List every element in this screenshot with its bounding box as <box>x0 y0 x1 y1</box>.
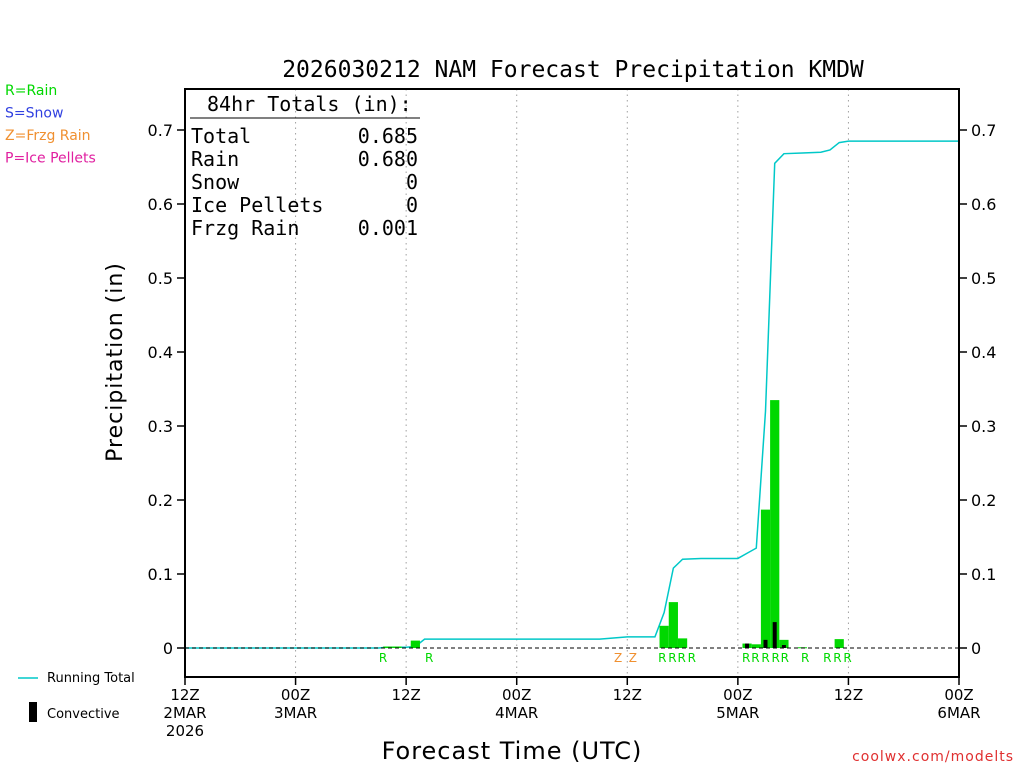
convective-legend-swatch <box>29 702 37 722</box>
x-tick-label: 12Z <box>391 686 420 704</box>
y-tick-label-right: 0.4 <box>971 343 996 362</box>
precip-bar <box>659 625 669 648</box>
ptype-legend-item: S=Snow <box>5 106 63 122</box>
ptype-marker: R <box>668 651 676 665</box>
precip-bar <box>751 644 761 648</box>
x-tick-label: 00Z <box>502 686 531 704</box>
precip-bar <box>410 640 420 648</box>
ptype-marker: Z <box>614 651 622 665</box>
ptype-marker: R <box>688 651 696 665</box>
totals-row-value: 0.685 <box>358 124 418 148</box>
ptype-marker: R <box>801 651 809 665</box>
totals-row-label: Total <box>191 124 251 148</box>
totals-row-label: Ice Pellets <box>191 193 323 217</box>
x-tick-label: 3MAR <box>274 704 317 722</box>
y-tick-label-left: 0.7 <box>148 121 173 140</box>
totals-row-value: 0 <box>406 193 418 217</box>
running-total-line <box>185 140 959 649</box>
precip-bar <box>677 638 688 648</box>
y-tick-label-right: 0.2 <box>971 491 996 510</box>
ptype-marker: R <box>677 651 685 665</box>
y-tick-label-right: 0.6 <box>971 195 996 214</box>
ptype-marker: R <box>823 651 831 665</box>
x-tick-label: 2MAR <box>163 704 206 722</box>
running-total-polyline <box>185 140 959 649</box>
ptype-marker: R <box>425 651 433 665</box>
precip-bar <box>392 646 402 648</box>
y-tick-label-left: 0 <box>163 639 173 658</box>
precip-bars <box>383 400 844 649</box>
x-tick-label: 5MAR <box>716 704 759 722</box>
y-tick-label-left: 0.4 <box>148 343 173 362</box>
chart-title: 2026030212 NAM Forecast Precipitation KM… <box>282 57 864 83</box>
totals-row-label: Rain <box>191 147 239 171</box>
totals-row-label: Frzg Rain <box>191 216 299 240</box>
y-tick-label-left: 0.3 <box>148 417 173 436</box>
convective-bar <box>763 639 768 648</box>
grid-lines <box>295 89 849 677</box>
y-tick-label-right: 0.5 <box>971 269 996 288</box>
x-tick-label: 12Z <box>613 686 642 704</box>
totals-title: 84hr Totals (in): <box>207 92 412 116</box>
x-tick-label: 2026 <box>166 722 204 740</box>
y-axis-label: Precipitation (in) <box>103 262 128 462</box>
y-tick-label-left: 0.2 <box>148 491 173 510</box>
ptype-marker: R <box>751 651 759 665</box>
precip-bar <box>834 639 844 648</box>
ptype-marker: R <box>761 651 769 665</box>
ptype-marker: R <box>843 651 851 665</box>
ptype-marker: R <box>833 651 841 665</box>
totals-row-label: Snow <box>191 170 240 194</box>
x-tick-label: 00Z <box>281 686 310 704</box>
ptype-marker: R <box>742 651 750 665</box>
x-tick-label: 6MAR <box>937 704 980 722</box>
ptype-legend: R=Rain S=Snow Z=Frzg Rain P=Ice Pellets <box>5 83 96 167</box>
y-tick-label-right: 0.7 <box>971 121 996 140</box>
y-tick-label-left: 0.6 <box>148 195 173 214</box>
y-axis-left: 0 0.1 0.2 0.3 0.4 0.5 0.6 0.7 <box>148 121 185 658</box>
ptype-marker: R <box>781 651 789 665</box>
precip-bar <box>760 509 771 648</box>
y-tick-label-right: 0.1 <box>971 565 996 584</box>
plot-frame <box>184 88 960 678</box>
ptype-marker: R <box>658 651 666 665</box>
totals-row-value: 0.680 <box>358 147 418 171</box>
precip-bar <box>383 646 393 648</box>
convective-legend-label: Convective <box>47 707 120 722</box>
totals-box: 84hr Totals (in): Total 0.685 Rain 0.680 Sno… <box>190 92 420 240</box>
credit-text: coolwx.com/modelts <box>852 749 1014 765</box>
x-tick-label: 12Z <box>170 686 199 704</box>
x-axis-label: Forecast Time (UTC) <box>382 737 643 765</box>
series-legend: Running Total Convective <box>18 671 135 722</box>
running-total-legend-label: Running Total <box>47 671 135 686</box>
x-tick-label: 4MAR <box>495 704 538 722</box>
convective-bar <box>781 645 786 648</box>
ptype-marker: Z <box>629 651 637 665</box>
y-tick-label-right: 0.3 <box>971 417 996 436</box>
convective-bar <box>745 643 750 648</box>
ptype-marker: R <box>771 651 779 665</box>
convective-bars <box>745 622 786 648</box>
ptype-marker: R <box>379 651 387 665</box>
precip-bar <box>668 602 678 648</box>
ptype-legend-item: P=Ice Pellets <box>5 151 96 167</box>
ptype-legend-item: R=Rain <box>5 83 57 99</box>
convective-bar <box>772 622 777 648</box>
x-tick-label: 00Z <box>723 686 752 704</box>
y-tick-label-left: 0.5 <box>148 269 173 288</box>
y-tick-label-left: 0.1 <box>148 565 173 584</box>
precip-bar <box>770 400 780 648</box>
x-tick-label: 00Z <box>944 686 973 704</box>
totals-row-value: 0.001 <box>358 216 418 240</box>
y-axis-right: 0 0.1 0.2 0.3 0.4 0.5 0.6 0.7 <box>959 121 996 658</box>
precip-bar <box>779 639 789 648</box>
totals-row-value: 0 <box>406 170 418 194</box>
x-tick-label: 12Z <box>834 686 863 704</box>
ptype-legend-item: Z=Frzg Rain <box>5 128 91 144</box>
y-tick-label-right: 0 <box>971 639 981 658</box>
